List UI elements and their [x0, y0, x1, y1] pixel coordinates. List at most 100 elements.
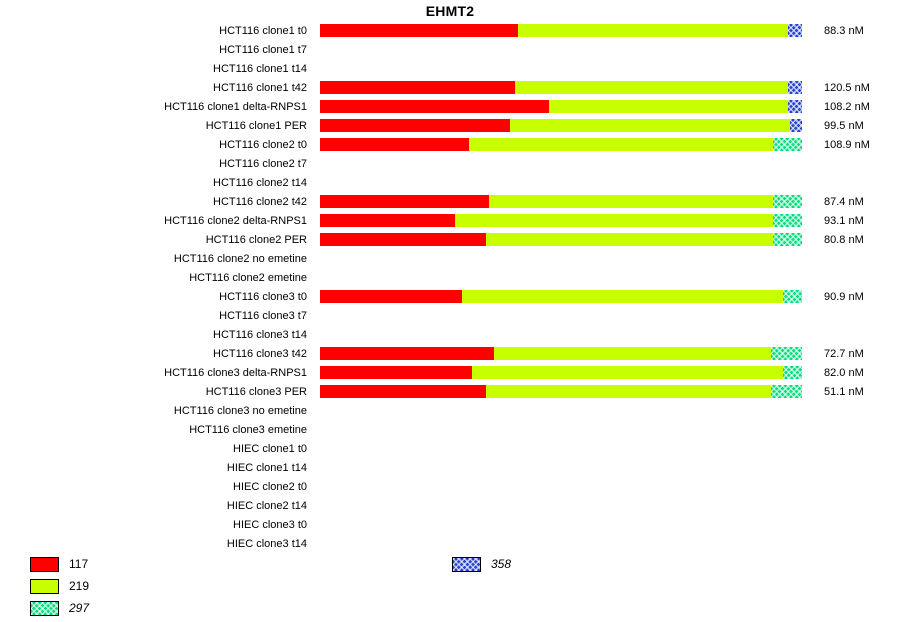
row-value: 88.3 nM: [824, 24, 864, 37]
row-label: HIEC clone2 t14: [226, 499, 307, 512]
legend-swatch-219: [30, 578, 59, 594]
chart-row: HIEC clone2 t0: [0, 477, 870, 496]
bar-track: [320, 252, 802, 265]
bar-segment-117: [320, 24, 518, 37]
legend-swatch-297: [30, 600, 59, 616]
bar-segment-117: [320, 100, 549, 113]
bar-segment-219: [462, 290, 783, 303]
bar-track: [320, 271, 802, 284]
row-value: 72.7 nM: [824, 347, 864, 360]
bar-segment-219: [454, 214, 774, 227]
legend-label-358: 358: [491, 557, 512, 571]
chart-row: HCT116 clone1 t14: [0, 59, 870, 78]
bar-segment-117: [320, 233, 487, 246]
bar-track: [320, 442, 802, 455]
legend-swatch-117: [30, 556, 59, 572]
chart-row: HCT116 clone2 t42 87.4 nM: [0, 192, 870, 211]
chart-row: HCT116 clone3 t42 72.7 nM: [0, 344, 870, 363]
bar-segment-219: [469, 138, 774, 151]
row-label: HCT116 clone3 delta-RNPS1: [164, 366, 307, 379]
chart-row: HIEC clone1 t0: [0, 439, 870, 458]
bar-segment-297: [773, 233, 802, 246]
row-label: HCT116 clone2 delta-RNPS1: [164, 214, 307, 227]
bar-track: [320, 100, 802, 113]
row-label: HIEC clone1 t14: [226, 461, 307, 474]
row-value: 93.1 nM: [824, 214, 864, 227]
bar-track: [320, 461, 802, 474]
row-value: 87.4 nM: [824, 195, 864, 208]
bar-track: [320, 81, 802, 94]
bar-segment-117: [320, 81, 516, 94]
chart-title: EHMT2: [425, 3, 475, 19]
bar-track: [320, 119, 802, 132]
bar-track: [320, 385, 802, 398]
row-label: HCT116 clone1 t14: [213, 62, 307, 75]
bar-track: [320, 537, 802, 550]
legend-label-117: 117: [69, 557, 89, 571]
bar-track: [320, 480, 802, 493]
row-label: HCT116 clone3 t14: [213, 328, 307, 341]
chart-row: HCT116 clone2 delta-RNPS1 93.1 nM: [0, 211, 870, 230]
chart-row: HCT116 clone1 delta-RNPS1 108.2 nM: [0, 97, 870, 116]
chart-row: HCT116 clone2 t0 108.9 nM: [0, 135, 870, 154]
row-value: 108.2 nM: [824, 100, 870, 113]
legend-swatch-358: [452, 556, 481, 572]
row-value: 90.9 nM: [824, 290, 864, 303]
bar-segment-117: [320, 347, 494, 360]
row-label: HCT116 clone3 t42: [213, 347, 307, 360]
bar-segment-117: [320, 366, 472, 379]
chart-row: HCT116 clone3 delta-RNPS1 82.0 nM: [0, 363, 870, 382]
bar-segment-219: [486, 385, 771, 398]
bar-segment-358: [787, 81, 802, 94]
legend-item-297: 297: [30, 597, 89, 619]
legend-label-297: 297: [69, 601, 90, 615]
legend-left: 117 219 297: [30, 553, 89, 619]
row-label: HCT116 clone2 t42: [213, 195, 307, 208]
bar-track: [320, 157, 802, 170]
bar-track: [320, 195, 802, 208]
chart-row: HCT116 clone1 t0 88.3 nM: [0, 21, 870, 40]
bar-segment-117: [320, 195, 489, 208]
legend-item-117: 117: [30, 553, 89, 575]
row-value: 51.1 nM: [824, 385, 864, 398]
bar-segment-117: [320, 290, 463, 303]
chart-row: HCT116 clone2 emetine: [0, 268, 870, 287]
chart-row: HCT116 clone2 no emetine: [0, 249, 870, 268]
bar-segment-219: [515, 81, 788, 94]
chart-row: HCT116 clone3 t7: [0, 306, 870, 325]
bar-track: [320, 233, 802, 246]
chart-row: HIEC clone3 t14: [0, 534, 870, 553]
bar-track: [320, 62, 802, 75]
chart-row: HCT116 clone3 emetine: [0, 420, 870, 439]
chart-row: HCT116 clone3 PER 51.1 nM: [0, 382, 870, 401]
bar-segment-219: [486, 233, 774, 246]
bar-track: [320, 499, 802, 512]
bar-segment-297: [770, 347, 802, 360]
bar-track: [320, 423, 802, 436]
row-value: 108.9 nM: [824, 138, 870, 151]
chart-row: HCT116 clone3 t0 90.9 nM: [0, 287, 870, 306]
chart-row: HCT116 clone3 t14: [0, 325, 870, 344]
row-label: HCT116 clone1 delta-RNPS1: [164, 100, 307, 113]
row-label: HIEC clone2 t0: [233, 480, 307, 493]
bar-track: [320, 404, 802, 417]
bar-segment-117: [320, 138, 470, 151]
chart-row: HCT116 clone1 PER 99.5 nM: [0, 116, 870, 135]
legend-item-219: 219: [30, 575, 89, 597]
bar-track: [320, 138, 802, 151]
chart-row: HCT116 clone1 t7: [0, 40, 870, 59]
bar-track: [320, 328, 802, 341]
row-label: HCT116 clone3 PER: [205, 385, 307, 398]
bar-segment-219: [488, 195, 774, 208]
bar-track: [320, 176, 802, 189]
row-label: HCT116 clone2 t14: [213, 176, 307, 189]
chart-row: HIEC clone1 t14: [0, 458, 870, 477]
row-label: HCT116 clone3 t0: [219, 290, 307, 303]
chart-row: HCT116 clone3 no emetine: [0, 401, 870, 420]
bar-segment-297: [782, 290, 802, 303]
bar-track: [320, 518, 802, 531]
row-label: HIEC clone3 t14: [226, 537, 307, 550]
row-label: HCT116 clone3 t7: [219, 309, 307, 322]
bar-segment-358: [789, 119, 802, 132]
row-label: HCT116 clone2 no emetine: [173, 252, 307, 265]
